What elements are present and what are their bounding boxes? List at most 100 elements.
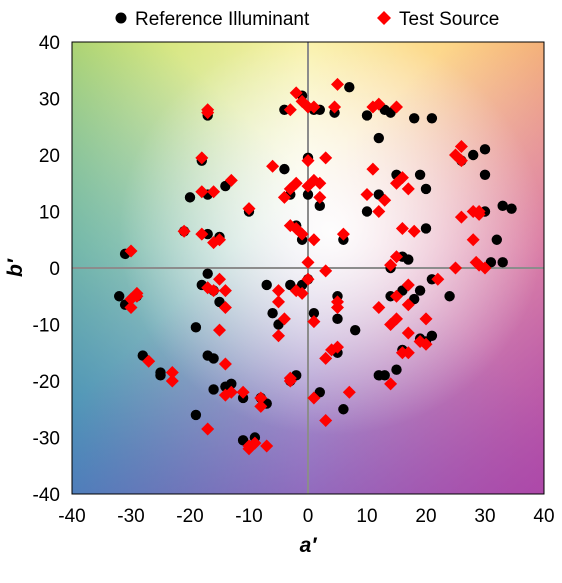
data-point: [279, 163, 290, 175]
data-point: [213, 323, 226, 337]
data-point: [372, 97, 386, 111]
data-point: [413, 334, 427, 348]
data-point: [213, 233, 226, 247]
data-point: [283, 182, 297, 196]
data-point: [420, 223, 432, 234]
data-point: [431, 272, 445, 286]
data-point: [283, 103, 297, 117]
data-point: [401, 182, 415, 196]
data-point: [444, 291, 455, 302]
data-point: [224, 173, 238, 187]
legend-item: Test Source: [377, 9, 499, 30]
data-point: [469, 255, 483, 269]
data-point: [373, 370, 384, 381]
y-tick-label: 30: [39, 90, 60, 111]
data-point: [331, 301, 344, 315]
data-point: [478, 261, 492, 275]
data-point: [114, 291, 125, 302]
data-point: [319, 351, 333, 365]
data-point: [254, 391, 268, 405]
data-point: [331, 340, 344, 354]
legend-marker-circle: [115, 12, 127, 24]
y-tick-label: -30: [33, 429, 60, 450]
y-axis-label: b′: [4, 258, 27, 277]
legend-label: Test Source: [399, 9, 499, 30]
data-point: [319, 264, 333, 278]
legend-marker-diamond: [377, 11, 391, 25]
data-point: [372, 301, 386, 315]
data-point: [295, 227, 309, 241]
data-point: [361, 206, 373, 217]
data-point: [272, 284, 285, 298]
data-point: [295, 286, 309, 300]
data-point: [302, 189, 314, 200]
x-tick-label: -20: [176, 506, 203, 527]
data-point: [426, 330, 438, 341]
data-point: [454, 154, 468, 168]
data-point: [391, 364, 402, 375]
data-point: [301, 255, 315, 269]
data-point: [401, 326, 415, 340]
data-points: [114, 77, 517, 456]
data-point: [336, 227, 350, 241]
data-point: [497, 200, 508, 212]
data-point: [361, 110, 373, 121]
data-point: [338, 404, 349, 415]
data-point: [266, 159, 280, 173]
data-point: [213, 272, 226, 286]
series-test-source: [124, 77, 492, 456]
data-point: [124, 301, 138, 315]
data-point: [124, 292, 138, 306]
data-point: [395, 346, 409, 360]
data-point: [165, 374, 179, 388]
data-point: [184, 192, 196, 203]
data-point: [401, 298, 415, 312]
legend-item: Reference Illuminant: [115, 9, 310, 30]
data-point: [319, 414, 333, 428]
data-point: [307, 233, 321, 247]
data-point: [407, 224, 421, 238]
data-point: [454, 140, 468, 154]
x-tick-label: 20: [415, 506, 436, 527]
data-point: [342, 385, 356, 399]
data-point: [331, 77, 344, 91]
data-point: [332, 313, 343, 325]
data-point: [301, 179, 315, 193]
data-point: [414, 169, 426, 180]
legend-label: Reference Illuminant: [135, 9, 310, 30]
data-point: [314, 200, 325, 212]
x-tick-label: -10: [235, 506, 262, 527]
data-point: [202, 268, 213, 279]
data-point: [190, 409, 202, 421]
data-point: [301, 272, 315, 286]
data-point: [207, 185, 221, 199]
data-point: [466, 233, 480, 247]
data-point: [378, 193, 392, 207]
data-point: [373, 132, 384, 144]
y-tick-labels: -40 -30 -20 -10 0 10 20 30 40: [33, 33, 60, 506]
data-point: [195, 185, 209, 199]
data-point: [319, 151, 333, 165]
data-point: [401, 278, 415, 292]
data-point: [313, 176, 327, 190]
data-point: [426, 113, 438, 124]
x-tick-label: 0: [303, 506, 314, 527]
data-point: [360, 188, 374, 202]
data-point: [208, 353, 219, 364]
data-point: [124, 244, 138, 258]
data-point: [307, 100, 321, 114]
data-point: [236, 385, 250, 399]
data-point: [218, 301, 232, 315]
x-tick-label: -40: [58, 506, 85, 527]
data-point: [272, 329, 285, 343]
data-point: [224, 385, 238, 399]
data-point: [201, 422, 215, 436]
data-point: [261, 279, 272, 291]
data-point: [242, 202, 256, 216]
data-point: [283, 374, 297, 388]
data-point: [267, 308, 278, 319]
data-point: [390, 100, 403, 114]
data-point: [414, 285, 426, 296]
y-tick-label: -40: [33, 485, 60, 506]
